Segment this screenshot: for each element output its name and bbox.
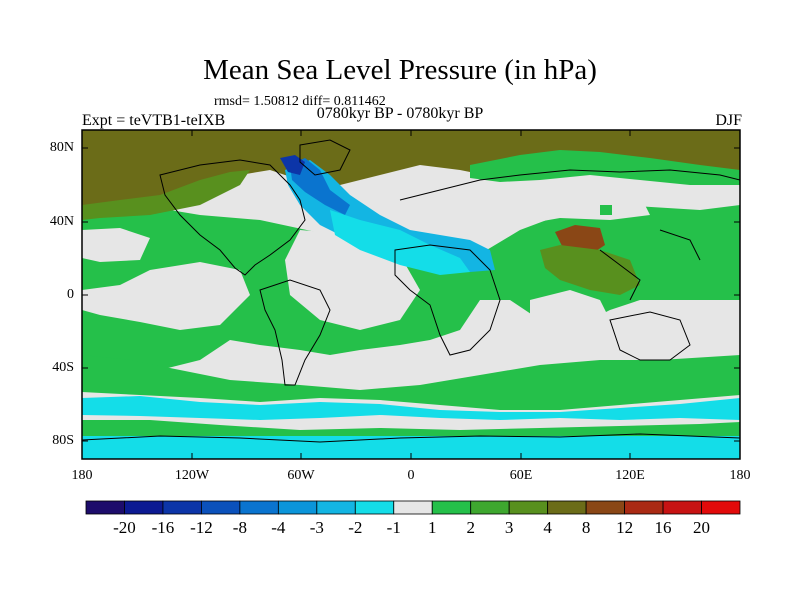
colorbar-label: 16 xyxy=(654,518,672,537)
colorbar-label: -1 xyxy=(386,518,401,537)
subtitle: 0780kyr BP - 0780kyr BP xyxy=(316,105,484,122)
colorbar-swatch xyxy=(662,500,702,515)
indian-ocean-neutral xyxy=(530,290,610,345)
colorbar-label: -2 xyxy=(348,518,363,537)
colorbar-label: 12 xyxy=(616,518,634,537)
lat-label-40n: 40N xyxy=(49,214,74,229)
colorbar-label: 2 xyxy=(466,518,475,537)
colorbar-swatch xyxy=(508,500,549,515)
colorbar-swatch xyxy=(162,500,202,515)
map-fill xyxy=(82,130,740,459)
lon-label-0: 0 xyxy=(407,468,415,483)
lon-label-60w: 60W xyxy=(287,468,315,483)
asia-olive xyxy=(540,245,640,295)
colorbar-label: -12 xyxy=(190,518,213,537)
colorbar-label: -20 xyxy=(113,518,136,537)
colorbar-swatch xyxy=(393,500,433,515)
southern-green-band xyxy=(82,355,740,410)
europe-green xyxy=(470,150,740,185)
lon-label-180w: 180 xyxy=(71,468,93,483)
lon-label-60e: 60E xyxy=(509,468,533,483)
pacific-neutral-2 xyxy=(82,262,250,330)
lon-label-120e: 120E xyxy=(615,468,645,483)
colorbar-swatch xyxy=(239,500,279,515)
colorbar-label: -8 xyxy=(232,518,247,537)
chart-title: Mean Sea Level Pressure (in hPa) xyxy=(203,54,597,86)
atlantic-low-dark xyxy=(280,155,305,175)
colorbar-swatch xyxy=(431,500,472,515)
colorbar-swatch xyxy=(624,500,664,515)
lat-label-80s: 80S xyxy=(52,433,74,448)
colorbar-swatch xyxy=(201,500,241,515)
antarctic-green xyxy=(82,420,740,436)
arctic-brown-band xyxy=(82,130,740,210)
atlantic-low-light xyxy=(285,160,495,272)
coastlines xyxy=(82,139,740,443)
season-label: DJF xyxy=(715,112,742,129)
colorbar-label: 1 xyxy=(427,518,437,537)
colorbar-swatch xyxy=(585,500,625,515)
colorbar-label: 4 xyxy=(543,518,552,537)
colorbar-swatch xyxy=(316,500,356,515)
axis-ticks xyxy=(81,130,741,459)
lat-label-80n: 80N xyxy=(49,140,74,155)
atlantic-low-cyan xyxy=(330,210,470,275)
colorbar-swatch xyxy=(354,500,395,515)
stats-text: rmsd= 1.50812 diff= 0.811462 xyxy=(214,94,386,109)
pacific-neutral xyxy=(82,228,150,262)
colorbar-label: 20 xyxy=(693,518,711,537)
lat-label-40s: 40S xyxy=(52,360,74,375)
lon-label-180e: 180 xyxy=(729,468,751,483)
colorbar-swatch xyxy=(470,500,510,515)
colorbar-label: -16 xyxy=(151,518,175,537)
antarctic-cyan xyxy=(82,435,740,459)
experiment-label: Expt = teVTB1-teIXB xyxy=(82,112,226,129)
colorbar-swatch xyxy=(124,500,164,515)
colorbar-swatch xyxy=(85,500,125,515)
southern-ocean-cyan xyxy=(82,396,740,420)
colorbar-swatch xyxy=(547,500,587,515)
colorbar-label: 3 xyxy=(504,518,514,537)
lat-label-0: 0 xyxy=(67,287,74,302)
colorbar-label: -3 xyxy=(309,518,324,537)
colorbar-swatch xyxy=(701,500,741,515)
colorbar-swatch xyxy=(277,500,318,515)
arctic-olive-band xyxy=(82,170,250,220)
colorbar-label: -4 xyxy=(271,518,286,537)
colorbar-label: 8 xyxy=(581,518,591,537)
lon-label-120w: 120W xyxy=(174,468,210,483)
atlantic-low-mid xyxy=(290,158,350,215)
